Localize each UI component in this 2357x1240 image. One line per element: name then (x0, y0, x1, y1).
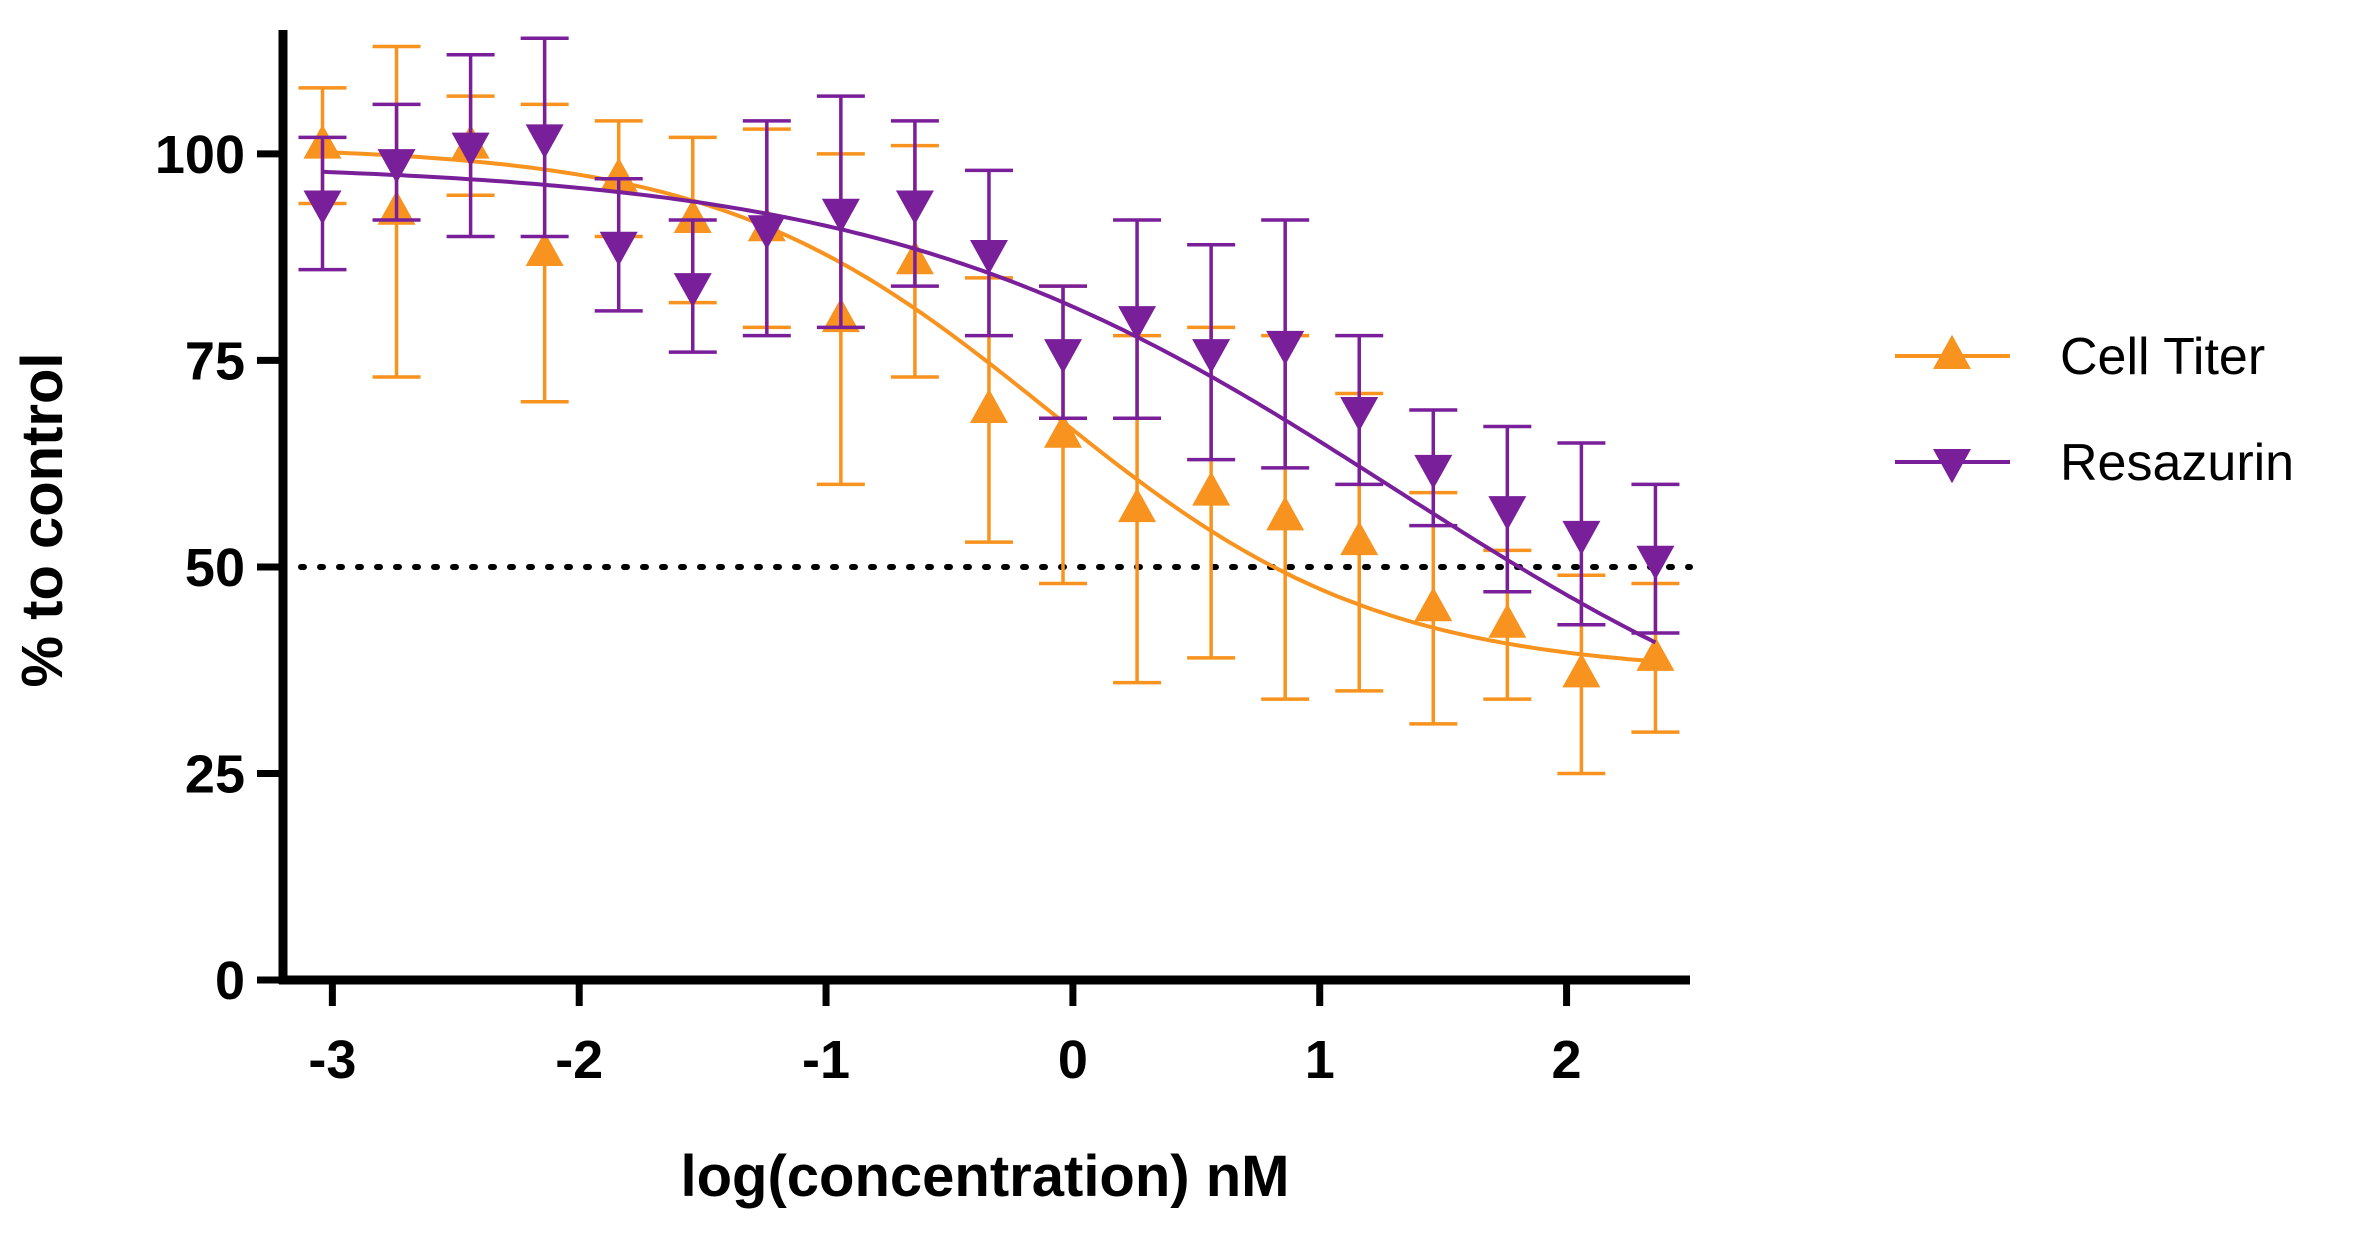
x-tick-label: 0 (1058, 1030, 1088, 1090)
legend-marker-cell-titer (1933, 334, 1971, 369)
data-point (1414, 587, 1453, 622)
x-tick-label: -2 (555, 1030, 603, 1090)
series-cell-titer (298, 44, 1680, 776)
data-point (747, 215, 786, 250)
y-axis-title: % to control (10, 352, 75, 687)
series-resazurin (298, 36, 1680, 645)
data-point (1266, 330, 1305, 366)
x-tick-label: 1 (1305, 1030, 1335, 1090)
y-tick-label: 75 (185, 331, 245, 391)
x-tick-label: -3 (308, 1030, 356, 1090)
data-point (1118, 487, 1157, 523)
data-point (1340, 520, 1379, 556)
y-tick-label: 0 (215, 951, 245, 1011)
data-point (895, 190, 934, 225)
x-tick-label: 2 (1552, 1030, 1582, 1090)
y-tick-label: 25 (185, 744, 245, 804)
data-point (1562, 520, 1601, 556)
data-point (969, 240, 1008, 275)
legend-label-resazurin: Resazurin (2060, 434, 2294, 492)
data-point (969, 388, 1008, 423)
data-point (1488, 496, 1527, 531)
data-point (1266, 496, 1305, 531)
y-tick-label: 50 (185, 538, 245, 598)
data-point (1562, 653, 1601, 688)
data-point (1192, 471, 1231, 506)
data-point (1636, 545, 1675, 580)
legend-marker-resazurin (1933, 449, 1971, 484)
data-point (525, 231, 564, 267)
data-point (1118, 306, 1157, 341)
y-tick-label: 100 (155, 125, 245, 185)
data-point (303, 190, 342, 225)
legend (1895, 334, 2010, 484)
data-point (1488, 603, 1527, 638)
data-point (673, 273, 712, 308)
data-point (599, 157, 638, 192)
data-point (1414, 454, 1453, 490)
legend-label-cell-titer: Cell Titer (2060, 328, 2265, 386)
data-point (1044, 413, 1083, 448)
data-point (1636, 636, 1675, 671)
data-point (821, 198, 860, 233)
data-point (1044, 339, 1083, 374)
data-point (673, 198, 712, 233)
data-point (1192, 339, 1231, 374)
data-point (1340, 397, 1379, 432)
data-point (525, 124, 564, 159)
data-point (451, 132, 490, 167)
x-axis-title: log(concentration) nM (681, 1144, 1290, 1209)
plot-layer: 0 25 50 75 100 -3 -2 -1 0 1 2 (155, 30, 1693, 1090)
data-point (377, 149, 416, 184)
data-point (599, 231, 638, 266)
x-tick-label: -1 (802, 1030, 850, 1090)
